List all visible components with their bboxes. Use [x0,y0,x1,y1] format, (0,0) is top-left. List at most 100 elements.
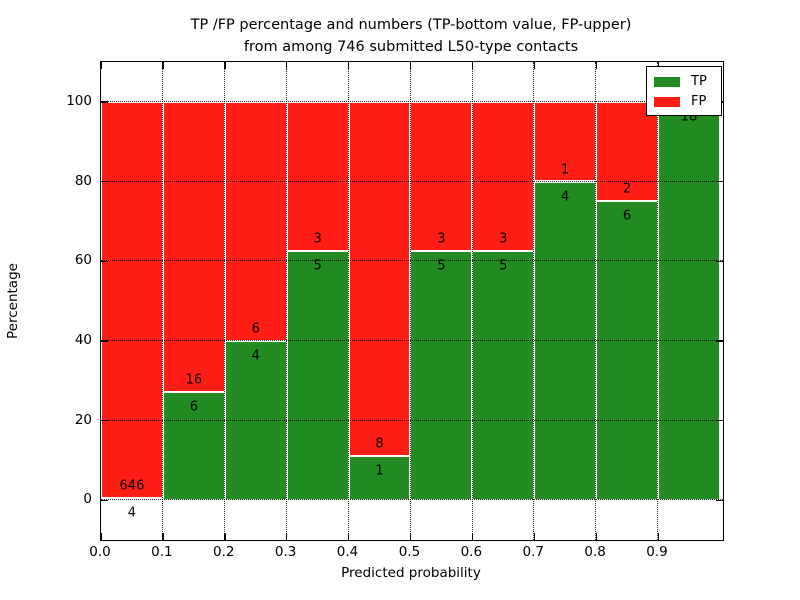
fp-bar-segment [472,101,535,252]
y-axis-tick [101,101,108,103]
tp-bar-segment [472,251,535,501]
x-axis-tick [409,533,412,540]
horizontal-gridline [101,260,723,262]
fp-bar-segment [596,101,658,202]
horizontal-gridline [101,419,723,421]
x-tick-label: 0.5 [398,544,421,560]
y-axis-tick [101,260,108,262]
y-axis-tick [716,340,723,342]
horizontal-gridline [101,180,723,182]
tp-count-label: 4 [251,348,260,364]
vertical-gridline [285,62,287,540]
fp-count-label: 1 [561,162,570,177]
x-tick-label: 0.2 [213,544,235,560]
fp-bar-segment [348,101,411,456]
legend-label-fp: FP [691,94,707,109]
x-axis-tick [100,62,102,69]
y-tick-label: 80 [74,172,92,189]
tp-count-label: 6 [622,208,632,224]
x-axis-tick [162,533,164,540]
tp-count-label: 5 [313,258,322,274]
x-tick-label: 0.6 [460,544,483,560]
fp-count-label: 16 [185,372,203,388]
vertical-gridline [224,62,226,540]
x-axis-tick [533,62,536,69]
tp-count-label: 5 [499,258,508,274]
x-axis-tick [533,533,536,540]
x-axis-tick [348,533,350,540]
horizontal-gridline [101,101,723,103]
x-axis-tick [286,62,288,69]
x-axis-tick [471,62,474,69]
x-axis-tick [224,62,226,69]
fp-count-label: 2 [622,181,632,197]
tp-bar-segment [596,201,658,501]
x-tick-label: 0.4 [336,544,359,560]
legend-entry-tp: TP [654,73,721,90]
x-axis-tick [657,62,659,69]
fp-count-label: 3 [437,231,446,247]
x-tick-label: 0.8 [584,544,606,560]
y-axis-tick [101,499,108,501]
x-axis-label: Predicted probability [341,565,481,581]
tp-count-label: 4 [561,189,570,204]
legend-label-tp: TP [691,74,707,89]
fp-bar-segment [410,101,473,252]
tp-count-label: 5 [437,258,446,274]
y-axis-tick [101,420,108,422]
y-axis-tick [716,181,723,183]
tp-count-label: 4 [127,505,137,521]
x-axis-tick [100,533,102,540]
x-axis-tick [286,533,288,540]
vertical-gridline [162,62,164,540]
x-axis-tick [409,62,412,69]
fp-color-swatch [654,96,680,107]
tp-bar-segment [286,251,349,501]
y-tick-label: 100 [66,92,92,109]
fp-count-label: 6 [251,321,260,337]
tp-bar-segment [658,101,720,501]
vertical-gridline [471,62,473,540]
legend-entry-fp: FP [654,93,721,110]
x-tick-label: 0.3 [274,544,297,560]
legend-box: TP FP [646,66,722,116]
x-axis-tick [224,533,226,540]
fp-bar-segment [162,101,225,392]
chart-title: TP /FP percentage and numbers (TP-bottom… [100,14,722,58]
tp-color-swatch [654,76,680,87]
tp-count-label: 1 [375,463,384,479]
x-tick-label: 0.7 [522,544,544,560]
vertical-gridline [347,62,349,540]
vertical-gridline [409,62,411,540]
y-tick-label: 0 [83,491,92,508]
vertical-gridline [533,62,535,540]
plot-area: 646 4 16 6 6 4 3 5 8 1 3 5 3 5 1 4 2 6 18 [100,61,724,541]
x-axis-tick [162,62,164,69]
y-tick-label: 20 [74,411,92,428]
tp-count-label: 6 [189,399,198,415]
x-tick-label: 0.9 [646,544,668,560]
x-axis-tick [657,533,659,540]
y-axis-tick [101,181,108,183]
x-axis-tick [471,533,474,540]
horizontal-gridline [101,499,723,501]
y-tick-label: 60 [74,252,92,269]
fp-count-label: 3 [313,231,322,247]
x-tick-label: 0.1 [151,544,173,560]
fp-bar-segment [101,101,163,498]
chart-title-line1: TP /FP percentage and numbers (TP-bottom… [190,17,632,33]
y-axis-tick [716,499,723,501]
x-axis-tick [348,62,350,69]
fp-count-label: 3 [499,231,508,247]
vertical-gridline [657,62,659,540]
fp-count-label: 8 [375,436,384,452]
horizontal-gridline [101,340,723,342]
chart-title-line2: from among 746 submitted L50-type contac… [243,39,579,55]
x-axis-tick [595,62,597,69]
fp-bar-segment [224,101,287,341]
vertical-gridline [595,62,597,540]
y-axis-tick [716,260,723,262]
y-axis-tick [101,340,108,342]
y-axis-tick [716,420,723,422]
